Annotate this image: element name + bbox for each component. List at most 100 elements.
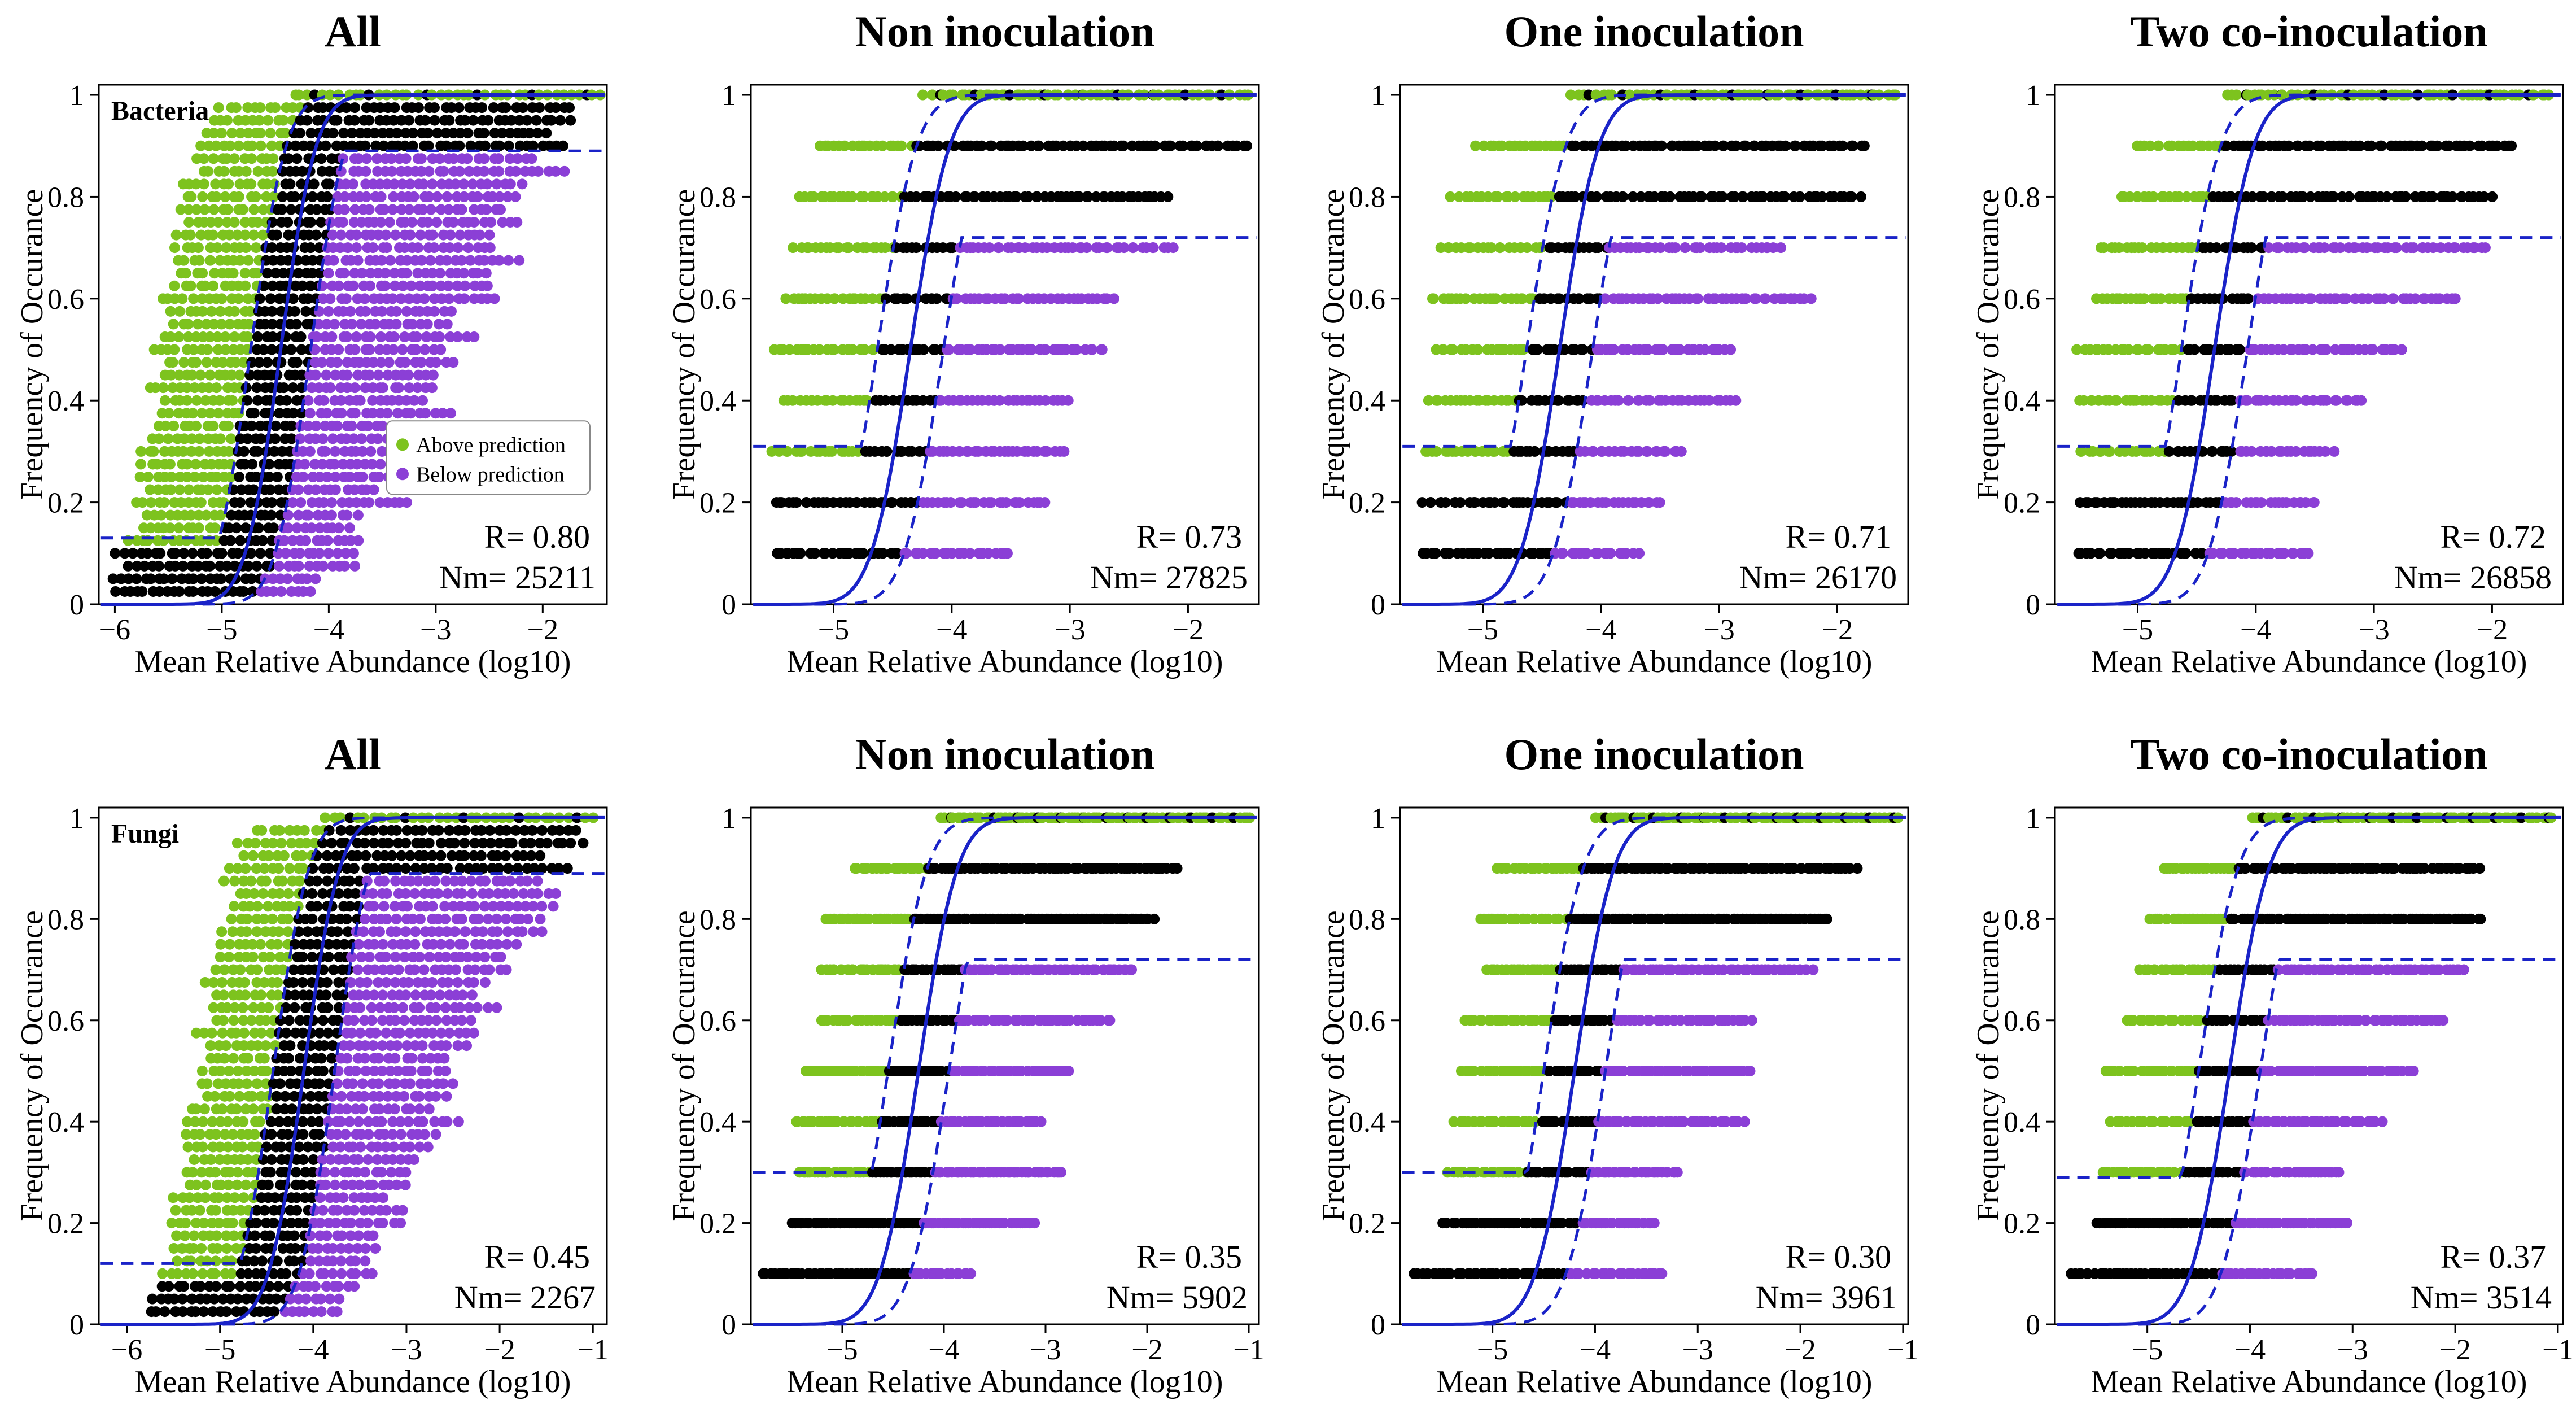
data-point <box>536 901 548 912</box>
x-tick-label: −2 <box>1822 614 1853 646</box>
data-point <box>360 1167 371 1178</box>
data-point <box>896 140 907 151</box>
data-point <box>146 497 157 508</box>
data-point <box>303 395 314 406</box>
data-point <box>185 509 196 521</box>
data-point <box>1717 191 1728 202</box>
data-point <box>336 408 347 419</box>
data-point <box>224 319 235 330</box>
data-point <box>376 1116 387 1127</box>
data-point <box>213 217 224 228</box>
data-point <box>227 1218 238 1229</box>
data-point <box>388 191 399 202</box>
y-axis-label: Frequency of Occurance <box>1971 189 2006 500</box>
y-tick-label: 0.4 <box>2004 385 2040 417</box>
data-point <box>387 204 398 215</box>
data-point <box>1613 395 1624 406</box>
data-point <box>268 255 279 266</box>
data-point <box>347 1078 358 1089</box>
data-point <box>274 408 285 419</box>
data-point <box>1440 497 1451 508</box>
data-point <box>201 357 212 368</box>
data-point <box>333 1281 344 1292</box>
data-point <box>346 140 357 151</box>
data-point <box>239 268 251 279</box>
data-point <box>406 217 418 228</box>
data-point <box>389 102 400 114</box>
data-point <box>255 939 266 950</box>
data-point <box>160 420 171 431</box>
data-point <box>293 560 304 572</box>
data-point <box>391 306 402 317</box>
data-point <box>400 1167 412 1178</box>
data-point <box>342 1053 353 1064</box>
x-tick-label: −3 <box>391 1334 422 1366</box>
data-point <box>506 838 518 849</box>
data-point <box>420 408 431 419</box>
data-point <box>135 459 146 470</box>
data-point <box>205 217 216 228</box>
data-point <box>1162 191 1174 202</box>
data-point <box>237 204 248 215</box>
data-point <box>206 459 217 470</box>
data-point <box>298 1129 309 1140</box>
data-point <box>123 573 134 584</box>
data-point <box>1553 395 1564 406</box>
data-point <box>463 165 475 177</box>
data-point <box>293 509 304 521</box>
data-point <box>820 548 831 559</box>
data-point <box>1760 293 1771 304</box>
data-point <box>246 420 257 431</box>
data-point <box>444 242 456 254</box>
nm-value: Nm= 2267 <box>454 1279 596 1316</box>
data-point <box>326 331 338 342</box>
data-point <box>452 242 463 254</box>
data-point <box>375 102 386 114</box>
data-point <box>950 191 961 202</box>
data-point <box>222 204 234 215</box>
data-point <box>382 369 393 381</box>
data-point <box>1634 548 1645 559</box>
data-point <box>299 459 310 470</box>
data-point <box>253 115 265 126</box>
data-point <box>255 433 266 444</box>
scatter-points <box>2071 89 2555 559</box>
data-point <box>414 1002 425 1013</box>
data-point <box>531 115 542 126</box>
data-point <box>340 1129 351 1140</box>
data-point <box>164 522 176 534</box>
data-point <box>226 128 238 139</box>
data-point <box>1081 242 1092 254</box>
data-point <box>296 1179 308 1190</box>
data-point <box>2330 395 2342 406</box>
data-point <box>218 989 229 1001</box>
data-point <box>442 888 453 899</box>
data-point <box>231 229 243 241</box>
data-point <box>127 548 138 559</box>
data-point <box>364 115 375 126</box>
data-point <box>401 255 413 266</box>
data-point <box>357 446 368 457</box>
data-point <box>291 522 303 534</box>
data-point <box>163 433 174 444</box>
data-point <box>526 153 537 164</box>
data-point <box>422 1141 434 1153</box>
data-point <box>422 319 433 330</box>
data-point <box>240 242 252 254</box>
data-point <box>391 128 403 139</box>
data-point <box>390 1078 401 1089</box>
data-point <box>379 268 391 279</box>
data-point <box>361 191 372 202</box>
data-point <box>479 952 491 963</box>
data-point <box>2329 446 2340 457</box>
data-point <box>412 242 423 254</box>
data-point <box>269 178 280 190</box>
data-point <box>353 535 364 546</box>
data-point <box>432 888 444 899</box>
data-point <box>256 1027 267 1039</box>
data-point <box>368 1230 379 1241</box>
data-point <box>139 560 150 572</box>
data-point <box>332 926 343 937</box>
data-point <box>500 850 511 861</box>
data-point <box>441 1116 453 1127</box>
